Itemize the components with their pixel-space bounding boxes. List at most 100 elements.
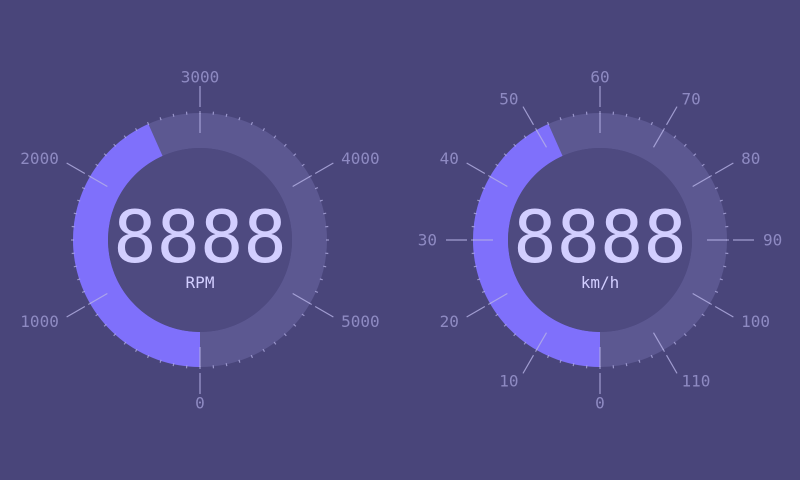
speed-minor-tick: [693, 153, 697, 157]
speed-tick-label: 30: [418, 231, 437, 250]
rpm-minor-tick: [134, 127, 138, 132]
speed-major-tick-outer: [714, 305, 734, 318]
rpm-minor-tick: [323, 212, 327, 215]
rpm-minor-tick: [134, 348, 138, 353]
rpm-minor-tick: [225, 363, 228, 367]
speed-major-tick: [692, 292, 711, 305]
speed-minor-tick: [714, 186, 719, 190]
speed-minor-tick: [650, 354, 654, 359]
speed-major-tick-outer: [522, 354, 535, 374]
rpm-minor-tick: [273, 341, 277, 345]
rpm-minor-tick: [250, 121, 254, 126]
rpm-minor-tick: [172, 113, 175, 117]
speed-major-tick-outer: [466, 305, 486, 318]
rpm-tick-label: 2000: [20, 149, 59, 168]
rpm-major-tick: [89, 292, 108, 305]
speed-minor-tick: [625, 113, 628, 117]
rpm-major-tick-outer: [314, 305, 334, 318]
speed-minor-tick: [701, 313, 705, 317]
speed-minor-tick: [719, 199, 723, 202]
speed-major-tick: [489, 175, 508, 188]
speed-tick-label: 60: [590, 68, 609, 87]
rpm-major-tick: [89, 175, 108, 188]
rpm-major-tick-outer: [66, 305, 86, 318]
speed-tick-label: 70: [682, 89, 701, 108]
rpm-minor-tick: [283, 333, 287, 337]
rpm-tick-label: 0: [195, 394, 205, 413]
speed-minor-tick: [701, 163, 705, 167]
speed-major-tick-outer: [665, 106, 678, 126]
speed-minor-tick: [513, 333, 517, 337]
speed-minor-tick: [625, 363, 628, 367]
speed-minor-tick: [693, 323, 697, 327]
speed-major-tick: [535, 129, 548, 148]
speed-minor-tick: [495, 313, 499, 317]
speed-major-tick: [489, 292, 508, 305]
rpm-major-tick: [292, 175, 311, 188]
rpm-tick-label: 1000: [20, 312, 59, 331]
rpm-minor-tick: [262, 127, 266, 132]
speed-minor-tick: [673, 341, 677, 345]
rpm-minor-tick: [103, 153, 107, 157]
speed-major-tick-outer: [665, 354, 678, 374]
rpm-minor-tick: [301, 163, 305, 167]
speed-minor-tick: [723, 212, 727, 215]
rpm-minor-tick: [123, 341, 127, 345]
rpm-minor-tick: [95, 163, 99, 167]
rpm-minor-tick: [293, 323, 297, 327]
speed-tick-label: 80: [741, 149, 760, 168]
rpm-minor-tick: [238, 359, 241, 363]
speed-tick-label: 0: [595, 394, 605, 413]
speed-minor-tick: [719, 278, 723, 281]
rpm-minor-tick: [273, 135, 277, 139]
speed-tick-label: 90: [763, 231, 782, 250]
speed-major-tick-outer: [466, 162, 486, 175]
rpm-minor-tick: [123, 135, 127, 139]
rpm-minor-tick: [113, 333, 117, 337]
rpm-minor-tick: [314, 290, 319, 294]
speed-minor-tick: [559, 117, 562, 121]
speed-minor-tick: [546, 354, 550, 359]
speed-minor-tick: [572, 113, 575, 117]
speed-major-tick-outer: [522, 106, 535, 126]
speed-minor-tick: [714, 290, 719, 294]
rpm-tick-label: 3000: [181, 68, 220, 87]
speed-major-tick: [652, 129, 665, 148]
rpm-minor-tick: [319, 199, 323, 202]
speed-minor-tick: [683, 143, 687, 147]
rpm-minor-tick: [159, 117, 162, 121]
rpm-minor-tick: [250, 354, 254, 359]
rpm-center: [108, 148, 292, 332]
speed-minor-tick: [473, 265, 477, 268]
speed-minor-tick: [683, 333, 687, 337]
speed-minor-tick: [546, 121, 550, 126]
rpm-minor-tick: [172, 363, 175, 367]
rpm-minor-tick: [293, 153, 297, 157]
speed-minor-tick: [503, 153, 507, 157]
rpm-unit-label: RPM: [186, 273, 215, 292]
speed-major-tick: [652, 332, 665, 351]
rpm-major-tick-outer: [66, 162, 86, 175]
speed-tick-label: 40: [440, 149, 459, 168]
speed-tick-label: 50: [499, 89, 518, 108]
speed-tick-label: 10: [499, 372, 518, 391]
speed-center: [508, 148, 692, 332]
speed-minor-tick: [503, 323, 507, 327]
rpm-tick-label: 4000: [341, 149, 380, 168]
rpm-minor-tick: [323, 265, 327, 268]
speed-minor-tick: [477, 278, 481, 281]
rpm-minor-tick: [319, 278, 323, 281]
speed-minor-tick: [523, 341, 527, 345]
speed-major-tick-outer: [714, 162, 734, 175]
speed-tick-label: 110: [682, 372, 711, 391]
speed-minor-tick: [559, 359, 562, 363]
rpm-minor-tick: [77, 199, 81, 202]
speed-major-tick: [692, 175, 711, 188]
speed-minor-tick: [523, 135, 527, 139]
rpm-minor-tick: [103, 323, 107, 327]
rpm-minor-tick: [238, 117, 241, 121]
speed-readout: 8888: [513, 195, 686, 279]
